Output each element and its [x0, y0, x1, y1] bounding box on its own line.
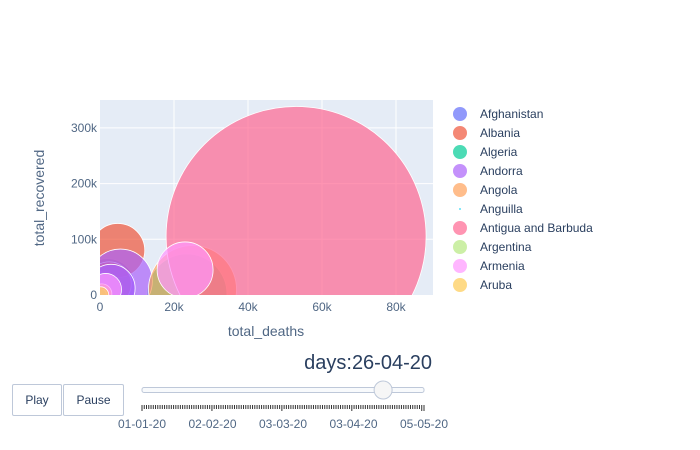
x-tick-label: 0: [97, 300, 104, 314]
x-axis-title: total_deaths: [228, 323, 304, 339]
legend-item[interactable]: Algeria: [453, 145, 518, 159]
axis-ticks: 0 20k 40k 60k 80k 0 100k 200k 300k: [71, 121, 407, 314]
legend-marker: [453, 221, 467, 235]
legend-marker: [459, 208, 461, 210]
legend-label: Algeria: [480, 145, 518, 159]
day-slider[interactable]: 01-01-20 02-02-20 03-03-20 03-04-20 05-05-20: [118, 380, 448, 431]
legend-marker: [453, 259, 467, 273]
bubble-point[interactable]: [156, 241, 214, 298]
bubble-point[interactable]: [93, 286, 110, 303]
play-button[interactable]: Play: [12, 384, 62, 416]
slider-handle[interactable]: [373, 380, 393, 400]
legend-item[interactable]: Afghanistan: [453, 107, 543, 121]
pause-button[interactable]: Pause: [63, 384, 124, 416]
legend-marker: [453, 107, 467, 121]
y-tick-label: 200k: [71, 177, 98, 191]
legend-marker: [453, 183, 467, 197]
legend-marker: [453, 145, 467, 159]
legend-item[interactable]: Armenia: [453, 259, 525, 273]
slider-current-date: 26-04-20: [351, 352, 432, 374]
x-tick-label: 20k: [164, 300, 184, 314]
legend-marker: [453, 240, 467, 254]
bubble-point[interactable]: [165, 106, 427, 367]
legend-label: Antigua and Barbuda: [480, 221, 593, 235]
y-tick-label: 100k: [71, 232, 98, 246]
legend-marker: [453, 126, 467, 140]
x-tick-label: 40k: [238, 300, 258, 314]
slider-label: 03-04-20: [329, 417, 377, 431]
legend-label: Anguilla: [480, 202, 523, 216]
slider-prefix: days:: [304, 352, 352, 374]
legend-marker: [453, 164, 467, 178]
slider-label: 05-05-20: [400, 417, 448, 431]
slider-label: 03-03-20: [259, 417, 307, 431]
slider-current-value: days:26-04-20: [304, 352, 432, 375]
legend-item[interactable]: Antigua and Barbuda: [453, 221, 593, 235]
legend[interactable]: Afghanistan Albania Algeria Andorra Angola An…: [453, 107, 593, 292]
legend-item[interactable]: Anguilla: [459, 202, 523, 216]
bubbles: [93, 106, 427, 367]
legend-label: Argentina: [480, 240, 532, 254]
legend-item[interactable]: Albania: [453, 126, 520, 140]
legend-label: Aruba: [480, 278, 512, 292]
legend-marker: [453, 278, 467, 292]
legend-item[interactable]: Argentina: [453, 240, 532, 254]
y-tick-label: 300k: [71, 121, 98, 135]
slider-label: 02-02-20: [188, 417, 236, 431]
legend-label: Afghanistan: [480, 107, 543, 121]
x-tick-label: 80k: [386, 300, 406, 314]
legend-label: Andorra: [480, 164, 523, 178]
legend-item[interactable]: Andorra: [453, 164, 523, 178]
legend-item[interactable]: Angola: [453, 183, 518, 197]
legend-item[interactable]: Aruba: [453, 278, 512, 292]
slider-label: 01-01-20: [118, 417, 166, 431]
x-tick-label: 60k: [312, 300, 332, 314]
slider-rail[interactable]: [141, 387, 425, 393]
y-tick-label: 0: [90, 288, 97, 302]
y-axis-title: total_recovered: [31, 150, 47, 247]
legend-label: Armenia: [480, 259, 525, 273]
legend-label: Albania: [480, 126, 520, 140]
legend-label: Angola: [480, 183, 518, 197]
